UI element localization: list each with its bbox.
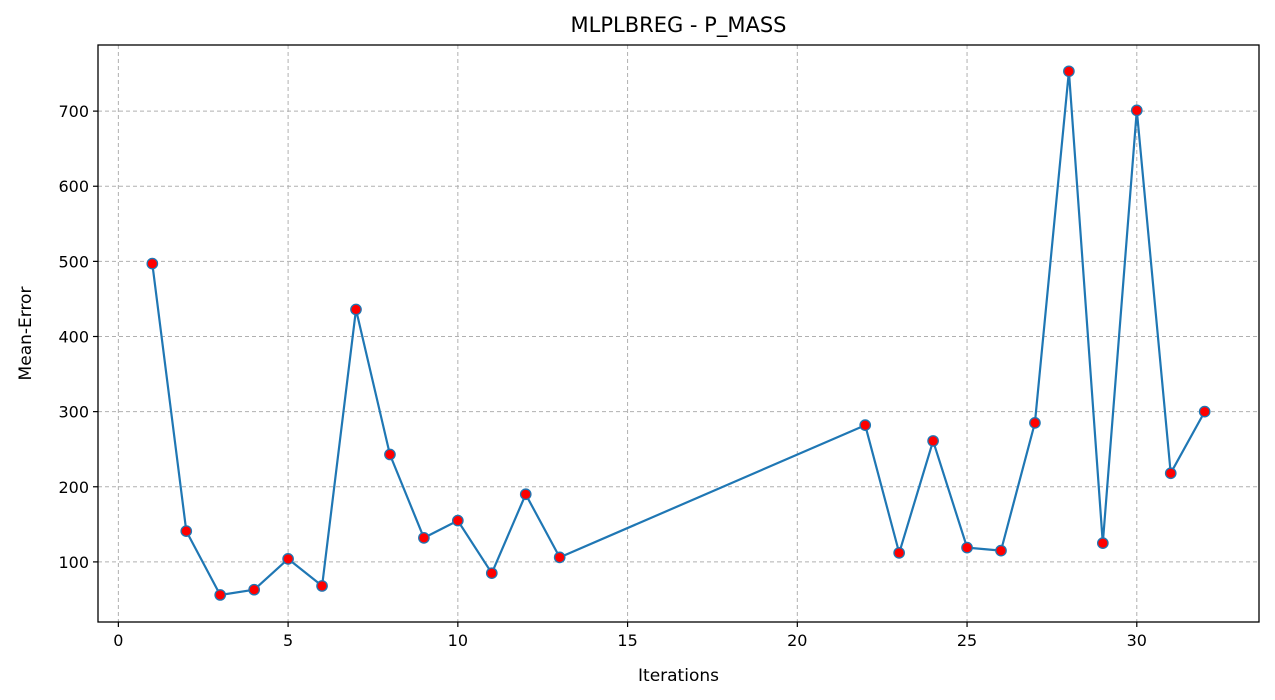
data-point <box>995 544 1007 557</box>
y-tick-label: 300 <box>58 403 89 422</box>
data-point <box>384 448 396 461</box>
data-point <box>350 303 362 316</box>
data-point <box>180 525 193 537</box>
y-tick-label: 600 <box>58 177 89 196</box>
data-point <box>1198 405 1211 418</box>
x-tick-label: 15 <box>617 631 637 650</box>
data-point <box>146 257 159 270</box>
x-tick-label: 0 <box>113 631 123 650</box>
grid-lines <box>98 45 1259 622</box>
data-point <box>485 567 498 580</box>
y-axis-label: Mean-Error <box>16 287 36 381</box>
x-tick-label: 25 <box>957 631 977 650</box>
data-point <box>893 547 906 559</box>
data-point <box>1130 104 1143 117</box>
plot-frame <box>97 44 1260 623</box>
data-point <box>519 488 532 501</box>
data-point <box>1063 65 1075 78</box>
data-point <box>859 419 872 432</box>
data-point <box>248 583 261 596</box>
x-tick-label: 20 <box>787 631 807 650</box>
series-line <box>151 70 1206 597</box>
y-tick-label: 100 <box>58 553 89 572</box>
y-tick-label: 700 <box>58 102 89 121</box>
x-axis-label: Iterations <box>638 666 719 686</box>
data-point <box>418 532 430 544</box>
data-point <box>214 589 227 601</box>
y-tick-label: 500 <box>58 252 89 271</box>
data-point <box>451 514 464 527</box>
y-tick-label: 400 <box>58 328 89 347</box>
data-point <box>1164 467 1177 480</box>
x-tick-label: 10 <box>448 631 468 650</box>
data-point <box>961 541 973 554</box>
data-point <box>282 553 294 565</box>
data-point <box>553 551 566 564</box>
x-tick-label: 30 <box>1127 631 1147 650</box>
data-point <box>927 435 939 447</box>
axis-ticks: 0 5 10 15 20 25 30 100 200 300 400 500 600 700 <box>58 102 1147 650</box>
chart-title: MLPLBREG - P_MASS <box>571 13 787 38</box>
y-tick-label: 200 <box>58 478 89 497</box>
data-point <box>1096 537 1109 549</box>
data-point <box>316 580 328 592</box>
x-tick-label: 5 <box>283 631 293 650</box>
data-series <box>146 65 1211 601</box>
data-point <box>1029 417 1041 429</box>
